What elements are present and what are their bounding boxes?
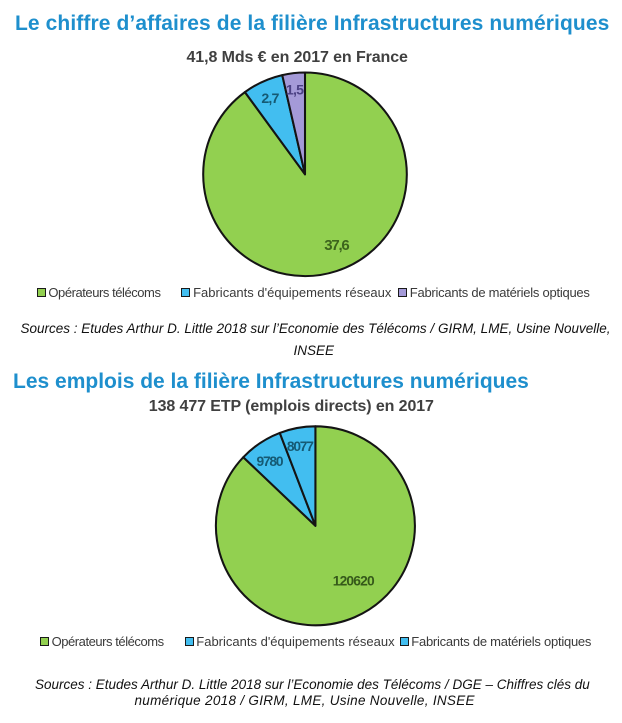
svg-text:37,6: 37,6 [324,237,350,254]
svg-text:1,5: 1,5 [286,83,304,99]
svg-text:9780: 9780 [257,454,284,469]
svg-text:8077: 8077 [287,439,314,454]
svg-text:2,7: 2,7 [261,91,279,107]
svg-text:120620: 120620 [333,574,375,589]
